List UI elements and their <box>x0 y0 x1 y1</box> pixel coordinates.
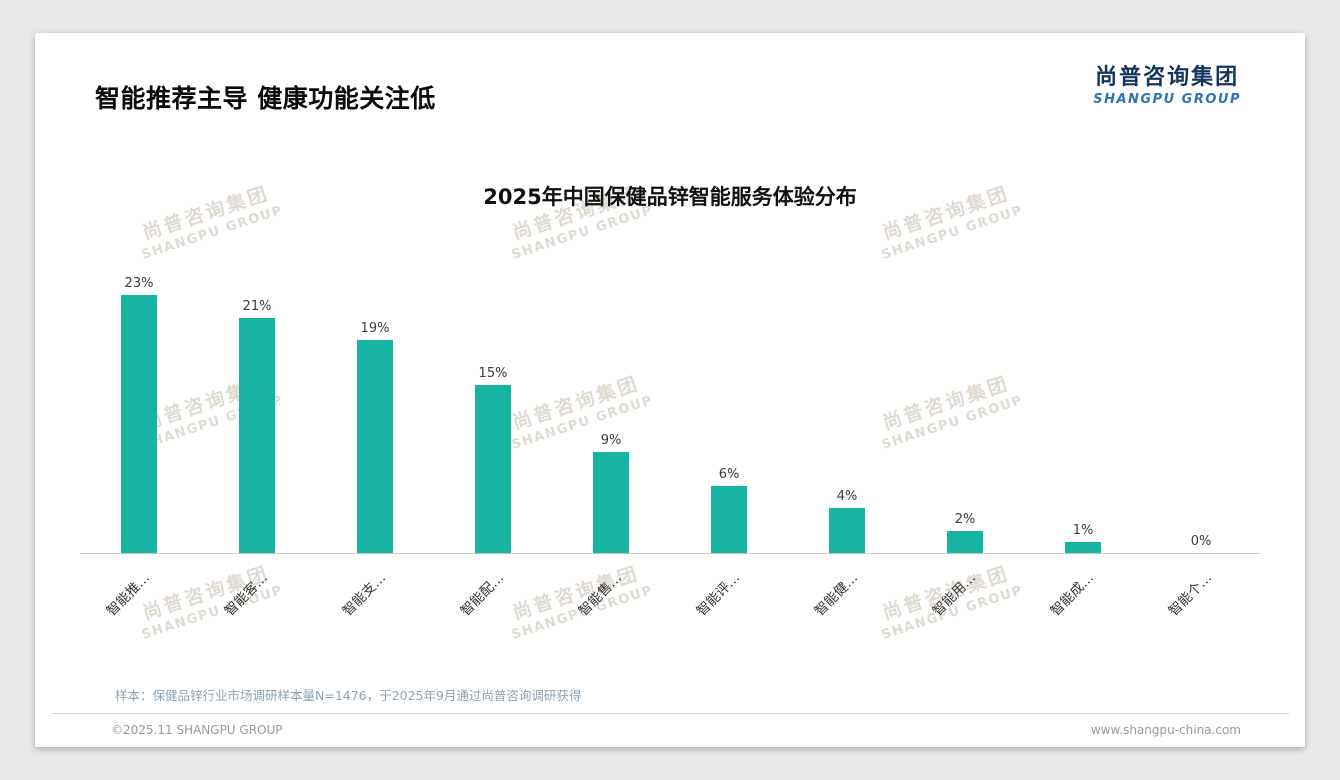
bar-value-label: 1% <box>1072 522 1094 538</box>
page-title: 智能推荐主导 健康功能关注低 <box>95 84 436 113</box>
plot-area: 23% 21% 19% 15% 9% 6% 4% 2% 1% 0% <box>80 273 1260 554</box>
bar-column: 21% <box>198 273 316 553</box>
x-tick-label: 智能成… <box>1047 569 1098 620</box>
bar-column: 2% <box>906 273 1024 553</box>
bar-value-label: 9% <box>600 433 622 449</box>
x-tick-label: 智能推… <box>103 569 154 620</box>
x-tick: 智能客… <box>198 555 316 655</box>
bar-value-label: 4% <box>836 489 858 505</box>
x-tick-label: 智能售… <box>575 569 626 620</box>
bar <box>475 385 511 553</box>
x-tick-label: 智能客… <box>221 569 272 620</box>
x-tick: 智能用… <box>906 555 1024 655</box>
bar <box>593 452 629 553</box>
x-tick: 智能健… <box>788 555 906 655</box>
x-tick: 智能配… <box>434 555 552 655</box>
bar-value-label: 19% <box>360 321 390 337</box>
x-tick: 智能推… <box>80 555 198 655</box>
company-logo: 尚普咨询集团 SHANGPU GROUP <box>1093 59 1241 107</box>
bar <box>357 340 393 553</box>
bar-column: 6% <box>670 273 788 553</box>
bar <box>121 295 157 553</box>
website-text: www.shangpu-china.com <box>1090 723 1241 737</box>
bar-value-label: 0% <box>1190 534 1212 549</box>
bar <box>829 508 865 553</box>
bar-value-label: 15% <box>478 366 508 381</box>
logo-english-name: SHANGPU GROUP <box>1093 92 1241 107</box>
bar-column: 1% <box>1024 273 1142 553</box>
x-tick-label: 智能个… <box>1165 569 1216 620</box>
bar-column: 0% <box>1142 273 1260 553</box>
watermark-english: SHANGPU GROUP <box>879 202 1026 263</box>
bar <box>1065 541 1101 553</box>
x-tick: 智能支… <box>316 555 434 655</box>
bar <box>239 317 275 553</box>
x-tick-label: 智能用… <box>929 569 980 620</box>
bar <box>711 485 747 553</box>
footer-divider <box>51 713 1289 714</box>
chart-title: 2025年中国保健品锌智能服务体验分布 <box>483 185 857 209</box>
logo-chinese-name: 尚普咨询集团 <box>1095 65 1240 90</box>
x-tick: 智能个… <box>1142 555 1260 655</box>
bar-column: 23% <box>80 273 198 553</box>
x-tick-label: 智能健… <box>811 569 862 620</box>
bar-value-label: 2% <box>954 511 976 527</box>
slide-card: 尚普咨询集团 SHANGPU GROUP 尚普咨询集团 SHANGPU GROUP 尚普… <box>35 33 1305 747</box>
watermark-english: SHANGPU GROUP <box>139 202 286 263</box>
bar-column: 19% <box>316 273 434 553</box>
bar-column: 4% <box>788 273 906 553</box>
x-tick: 智能成… <box>1024 555 1142 655</box>
sample-note: 样本：保健品锌行业市场调研样本量N=1476，于2025年9月通过尚普咨询调研获… <box>115 688 582 703</box>
copyright-text: ©2025.11 SHANGPU GROUP <box>111 723 283 737</box>
bar-value-label: 21% <box>242 298 272 314</box>
x-tick: 智能评… <box>670 555 788 655</box>
x-tick: 智能售… <box>552 555 670 655</box>
bar-column: 15% <box>434 273 552 553</box>
watermark-english: SHANGPU GROUP <box>509 202 656 263</box>
x-tick-label: 智能配… <box>457 569 508 620</box>
bar-value-label: 6% <box>718 466 740 482</box>
x-tick-label: 智能支… <box>339 569 390 620</box>
x-tick-label: 智能评… <box>693 569 744 620</box>
bar-column: 9% <box>552 273 670 553</box>
bar-value-label: 23% <box>124 276 154 292</box>
bar <box>947 530 983 553</box>
x-axis-labels: 智能推… 智能客… 智能支… 智能配… 智能售… 智能评… 智能健… 智能用… 智能成… 智能个… <box>80 555 1260 655</box>
